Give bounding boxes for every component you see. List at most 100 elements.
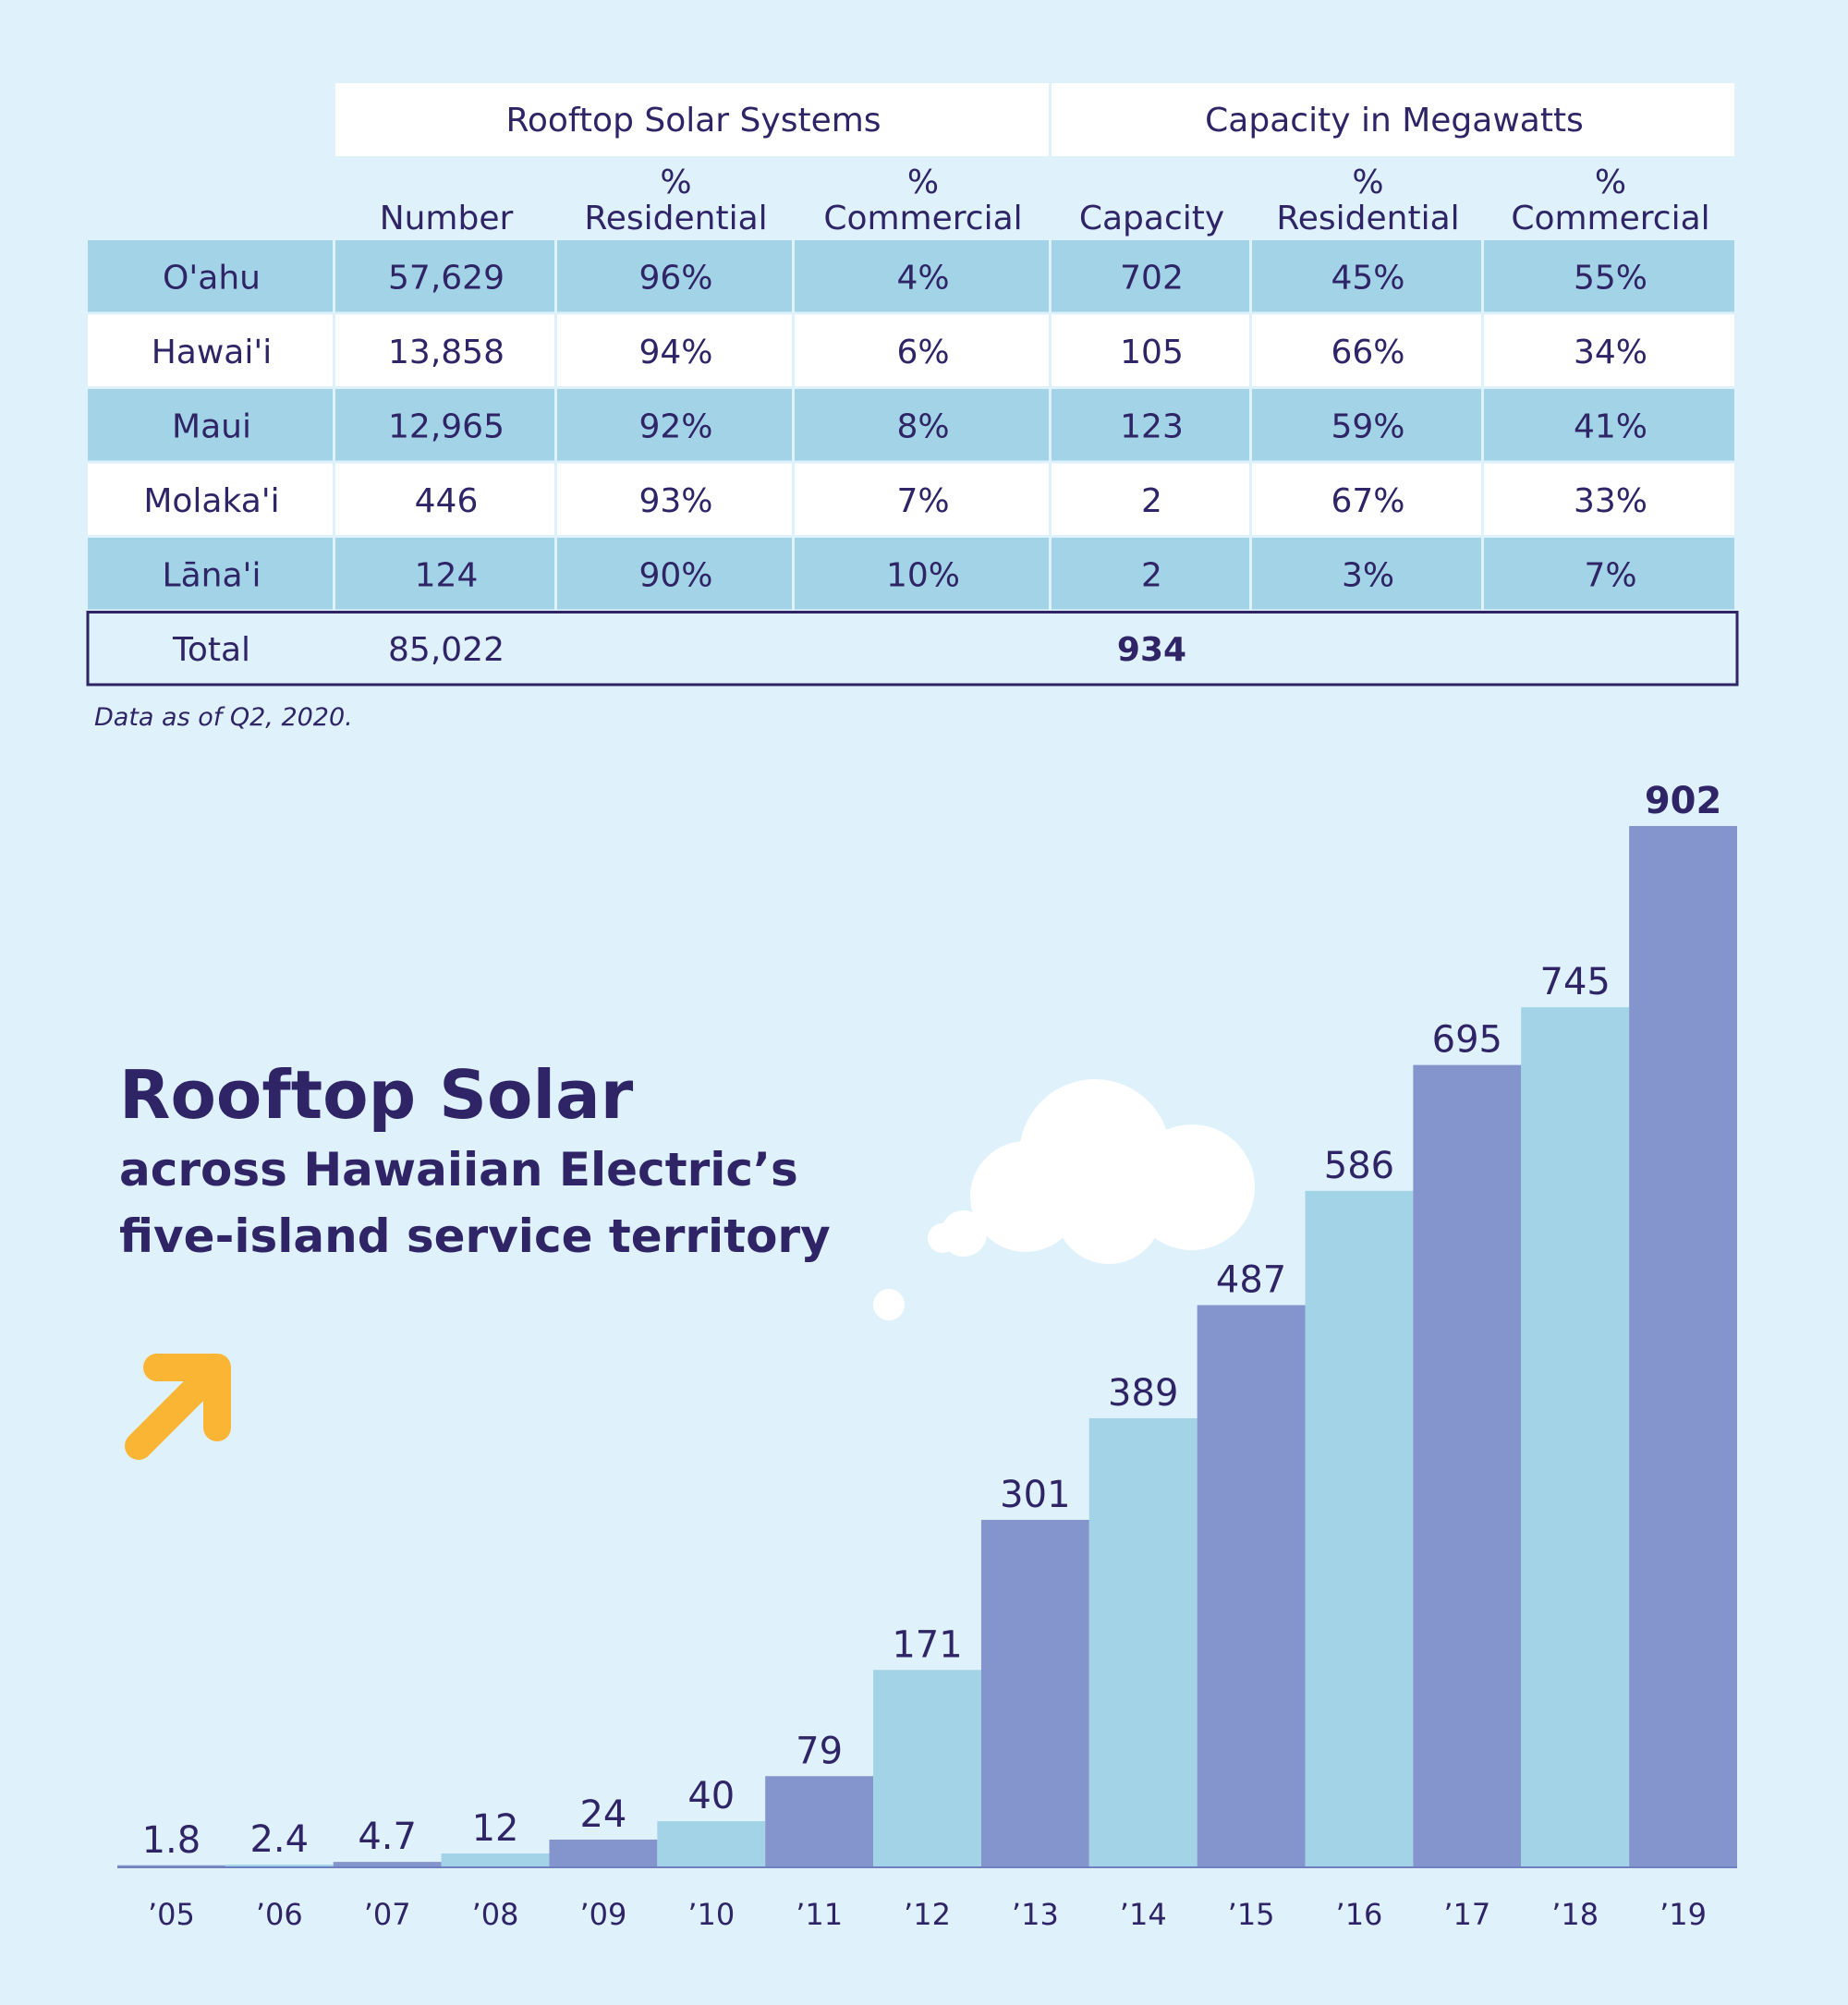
- cell: [1052, 314, 1249, 386]
- value-label: 12: [472, 1807, 519, 1850]
- bar: [1088, 1417, 1198, 1867]
- arrow: [125, 1354, 231, 1460]
- bar: [1413, 1064, 1522, 1867]
- bar: [549, 1840, 658, 1867]
- cloud: [873, 1079, 1255, 1320]
- x-tick-label: ’11: [796, 1897, 843, 1932]
- x-tick-label: ’10: [687, 1897, 735, 1932]
- x-tick-label: ’12: [904, 1897, 951, 1932]
- note: Data as of Q2, 2020.: [94, 703, 353, 732]
- cell: [557, 314, 792, 386]
- cell: [795, 538, 1049, 610]
- chart-title: Rooftop Solar: [119, 1056, 634, 1134]
- x-tick-label: ’19: [1660, 1897, 1707, 1932]
- x-tick-label: ’14: [1120, 1897, 1167, 1932]
- cell-text: 67%: [1331, 482, 1404, 520]
- cell: [335, 240, 554, 312]
- cell-text: 55%: [1574, 259, 1647, 297]
- value-label: 171: [892, 1623, 962, 1666]
- bar: [1521, 1007, 1630, 1867]
- cell: [88, 538, 333, 610]
- x-tick-label: ’06: [256, 1897, 303, 1932]
- x-tick-label: ’07: [364, 1897, 411, 1932]
- x-tick-label: ’16: [1336, 1897, 1383, 1932]
- cell-text: 57,629: [388, 259, 505, 297]
- value-label: 40: [687, 1775, 735, 1817]
- value-label: 1.8: [142, 1819, 201, 1862]
- cell: [557, 389, 792, 461]
- cell: [1252, 463, 1481, 535]
- cell-text: 13,858: [388, 334, 505, 371]
- value-label: 2.4: [249, 1818, 309, 1861]
- cell-text: 93%: [638, 482, 712, 520]
- cell: [88, 314, 333, 386]
- cell-text: Molaka'i: [143, 482, 279, 520]
- cell: [795, 463, 1049, 535]
- value-label: 301: [1000, 1474, 1070, 1516]
- cell: [1052, 538, 1249, 610]
- column-header: % Commercial: [1511, 164, 1709, 237]
- cell: [88, 463, 333, 535]
- group-header-cell: [1052, 83, 1734, 156]
- value-label: 79: [796, 1730, 843, 1772]
- cell-text: 94%: [638, 334, 712, 371]
- column-header: Number: [380, 200, 514, 237]
- bar: [1305, 1190, 1414, 1867]
- cell: [795, 240, 1049, 312]
- cell: [335, 314, 554, 386]
- cell-text: O'ahu: [163, 259, 261, 297]
- cell-text: 41%: [1574, 407, 1647, 445]
- bar: [117, 1865, 225, 1867]
- value-label: 745: [1540, 961, 1611, 1003]
- total-row: [86, 611, 1739, 687]
- cell: [795, 389, 1049, 461]
- cell-text: 92%: [638, 407, 712, 445]
- bar: [441, 1853, 550, 1867]
- cell: [1052, 389, 1249, 461]
- x-tick-label: ’13: [1012, 1897, 1059, 1932]
- cell-text: 45%: [1331, 259, 1404, 297]
- bar: [1197, 1305, 1306, 1867]
- cell-text: 66%: [1331, 334, 1404, 371]
- cell: [1484, 314, 1734, 386]
- chart-subtitle: across Hawaiian Electric’s five-island s…: [119, 1143, 831, 1263]
- value-label: 902: [1645, 780, 1722, 822]
- cell: [557, 463, 792, 535]
- cell-text: 7%: [1584, 556, 1636, 594]
- cell-text: 702: [1120, 259, 1184, 297]
- cell-text: 12,965: [388, 407, 505, 445]
- cell-text: 4%: [896, 259, 949, 297]
- cell: [1484, 463, 1734, 535]
- bar: [1629, 826, 1737, 1867]
- column-header: Capacity: [1079, 200, 1224, 237]
- group-header: Capacity in Megawatts: [1205, 102, 1584, 140]
- total-text: 85,022: [388, 631, 505, 669]
- cell: [1484, 389, 1734, 461]
- x-tick-label: ’15: [1228, 1897, 1275, 1932]
- cell: [88, 240, 333, 312]
- cell: [557, 240, 792, 312]
- x-tick-label: ’17: [1443, 1897, 1490, 1932]
- x-tick-label: ’09: [579, 1897, 626, 1932]
- cell-text: 2: [1141, 556, 1162, 594]
- column-header: % Commercial: [823, 164, 1022, 237]
- cell: [335, 389, 554, 461]
- column-header: % Residential: [1276, 164, 1459, 237]
- cell: [1252, 314, 1481, 386]
- x-tick-label: ’18: [1551, 1897, 1599, 1932]
- cell-text: 105: [1120, 334, 1184, 371]
- total-text: Total: [172, 631, 250, 669]
- cell-text: 59%: [1331, 407, 1404, 445]
- column-header: % Residential: [584, 164, 767, 237]
- chart-heading: Rooftop Solar across Hawaiian Electric’s…: [119, 1053, 877, 1270]
- cell-text: 2: [1141, 482, 1162, 520]
- bar: [225, 1865, 334, 1867]
- cell: [335, 538, 554, 610]
- cell-text: Hawai'i: [152, 334, 273, 371]
- cell: [88, 389, 333, 461]
- cell: [557, 538, 792, 610]
- x-tick-label: ’05: [148, 1897, 195, 1932]
- bar: [333, 1862, 442, 1867]
